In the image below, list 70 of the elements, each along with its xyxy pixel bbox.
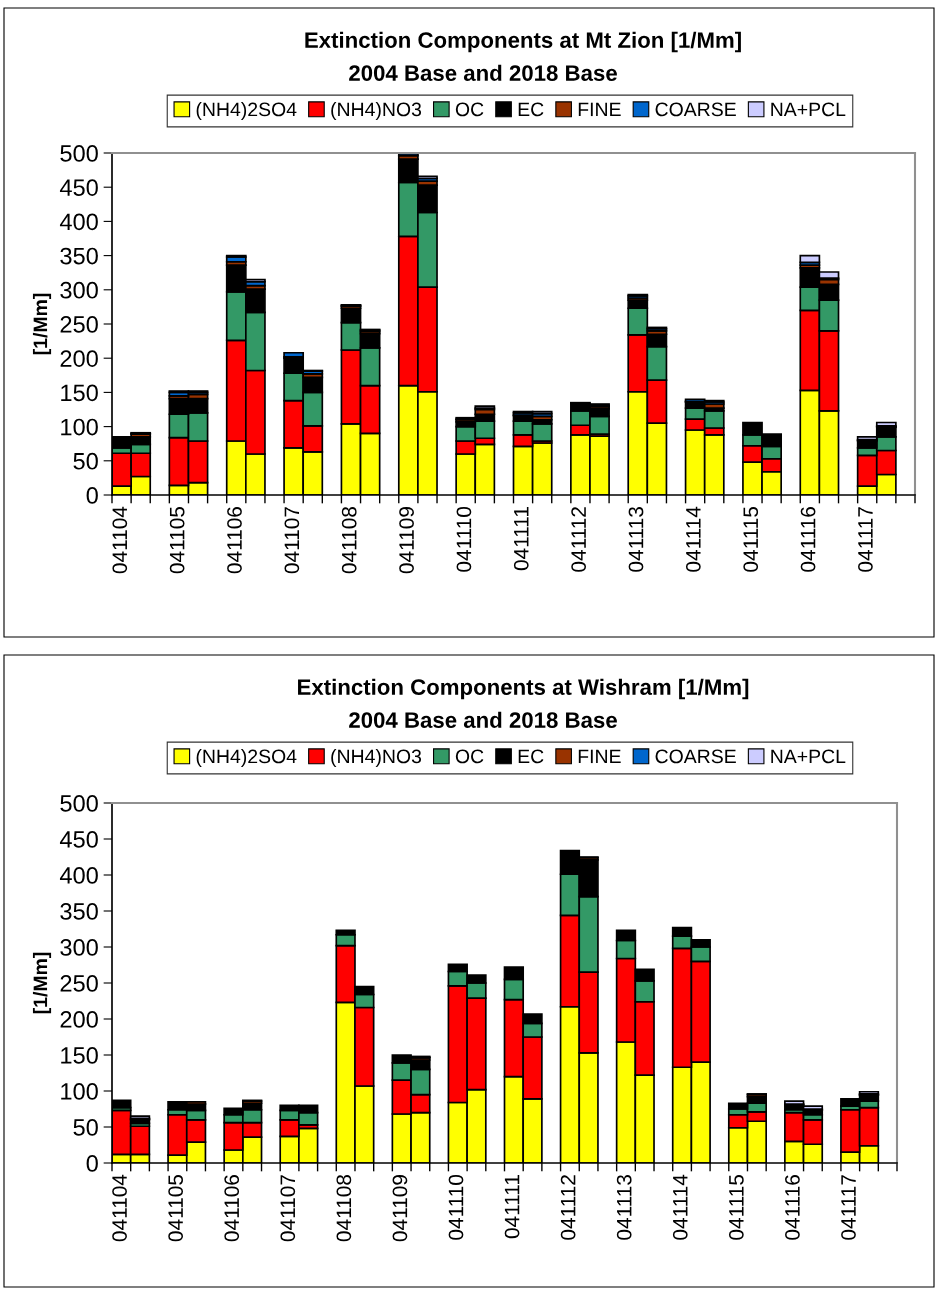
x-tick-label: 041109: [399, 507, 414, 574]
x-tick-label: 041106: [224, 1175, 240, 1242]
x-tick-label: 041105: [169, 506, 185, 574]
x-tick-label: 041107: [284, 507, 300, 574]
y-tick-label: 350: [60, 903, 98, 920]
chart-title: Extinction Components at Wishram [1/Mm]: [298, 678, 749, 700]
y-tick-label: 200: [60, 1011, 98, 1028]
legend-label: (NH4)2SO4: [196, 748, 297, 768]
x-tick-label: 041117: [841, 1175, 856, 1240]
y-tick-label: 400: [59, 867, 98, 884]
x-tick-label: 041105: [168, 1174, 184, 1242]
legend-label: (NH4)NO3: [331, 101, 422, 121]
x-tick-label: 041117: [858, 507, 873, 572]
legend-label: FINE: [578, 102, 621, 117]
y-tick-label: 450: [59, 831, 98, 848]
y-tick-label: 300: [60, 939, 98, 956]
y-tick-label: 100: [61, 1083, 98, 1100]
x-tick-label: 041113: [628, 507, 644, 572]
chart-subtitle: 2004 Base and 2018 Base: [349, 64, 617, 81]
x-tick-label: 041107: [280, 1175, 296, 1242]
x-tick-label: 041114: [685, 506, 701, 572]
x-tick-label: 041116: [785, 1175, 800, 1240]
x-tick-label: 041106: [227, 507, 242, 574]
x-tick-label: 041112: [571, 507, 587, 572]
legend-label: (NH4)2SO4: [196, 101, 297, 121]
x-tick-label: 041109: [392, 1175, 408, 1242]
x-tick-label: 041115: [728, 1174, 744, 1240]
legend-label: NA+PCL: [771, 102, 846, 117]
x-tick-label: 041104: [112, 1174, 127, 1242]
y-tick-label: 200: [60, 350, 98, 367]
x-tick-label: 041108: [336, 1175, 352, 1242]
y-tick-label: 0: [86, 1155, 98, 1172]
legend-label: COARSE: [655, 749, 736, 764]
y-tick-label: 350: [60, 247, 98, 265]
y-axis-title: [1/Mm]: [32, 293, 52, 355]
y-tick-label: 400: [59, 213, 98, 231]
legend-label: (NH4)NO3: [331, 748, 422, 768]
y-tick-label: 500: [60, 145, 98, 162]
x-tick-label: 041116: [800, 507, 816, 572]
chart-title: Extinction Components at Mt Zion [1/Mm]: [305, 31, 741, 53]
x-tick-label: 041110: [456, 506, 472, 572]
chart-subtitle: 2004 Base and 2018 Base: [349, 711, 617, 728]
x-tick-label: 041115: [743, 506, 759, 572]
y-tick-label: 50: [73, 1119, 98, 1136]
y-tick-label: 300: [60, 281, 98, 299]
y-tick-label: 100: [61, 418, 98, 436]
legend-label: NA+PCL: [771, 749, 846, 764]
y-tick-label: 450: [59, 179, 98, 196]
x-tick-label: 041113: [616, 1175, 632, 1240]
y-axis-title: [1/Mm]: [32, 952, 52, 1014]
legend-label: EC: [518, 749, 544, 764]
x-tick-label: 041111: [513, 507, 529, 571]
y-tick-label: 500: [60, 795, 98, 812]
legend-label: OC: [455, 102, 484, 117]
x-tick-label: 041104: [112, 506, 128, 574]
y-tick-label: 150: [61, 1047, 98, 1064]
x-tick-label: 041110: [448, 1174, 464, 1240]
y-tick-label: 50: [73, 452, 98, 470]
legend-label: FINE: [578, 749, 621, 764]
x-tick-label: 041114: [672, 1174, 688, 1240]
y-tick-label: 250: [60, 316, 98, 333]
x-tick-label: 041108: [341, 507, 357, 574]
legend-label: OC: [455, 749, 484, 764]
y-tick-label: 0: [86, 487, 98, 504]
legend-label: COARSE: [655, 102, 736, 117]
x-tick-label: 041111: [504, 1175, 520, 1239]
x-tick-label: 041112: [560, 1175, 576, 1240]
legend-label: EC: [518, 102, 544, 117]
y-tick-label: 150: [61, 384, 98, 402]
y-tick-label: 250: [60, 975, 98, 992]
